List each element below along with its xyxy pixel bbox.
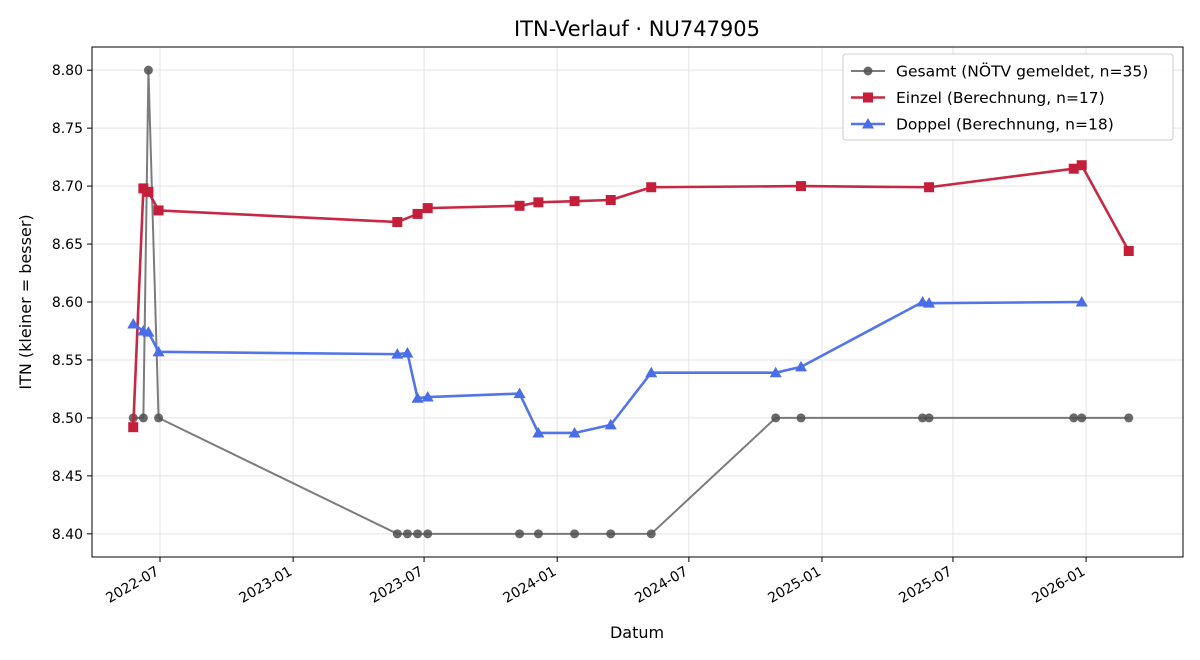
legend-marker — [863, 66, 873, 76]
data-point — [645, 366, 658, 378]
data-point — [568, 426, 581, 438]
data-point — [771, 413, 781, 423]
data-point — [138, 183, 149, 194]
data-point — [392, 217, 403, 228]
data-point — [533, 197, 544, 208]
y-axis-label: ITN (kleiner = besser) — [16, 214, 35, 389]
y-tick-label: 8.60 — [52, 295, 83, 311]
data-point — [423, 529, 433, 539]
data-point — [412, 208, 423, 219]
data-point — [1124, 413, 1134, 423]
data-point — [392, 529, 402, 539]
series-line — [131, 163, 1130, 428]
x-tick-label: 2022-07 — [103, 564, 162, 607]
data-point — [143, 186, 154, 197]
data-point — [796, 413, 806, 423]
legend-item: Doppel (Berechnung, n=18) — [851, 116, 1114, 134]
data-point — [138, 413, 148, 423]
data-point — [918, 413, 928, 423]
data-point — [1075, 296, 1088, 307]
data-point — [1077, 413, 1087, 423]
series-1 — [128, 160, 1134, 433]
data-point — [606, 529, 616, 539]
data-point — [924, 413, 934, 423]
data-point — [924, 182, 935, 193]
data-point — [142, 326, 155, 337]
series-2 — [127, 296, 1088, 438]
x-tick-label: 2025-01 — [765, 564, 824, 607]
legend: Gesamt (NÖTV gemeldet, n=35) Einzel (Bere… — [842, 53, 1174, 141]
data-point — [604, 418, 617, 430]
data-point — [421, 391, 434, 402]
legend-item: Gesamt (NÖTV gemeldet, n=35) — [851, 62, 1148, 81]
data-point — [143, 65, 153, 75]
data-point — [154, 413, 164, 423]
data-point — [1068, 163, 1079, 174]
legend-label: Gesamt (NÖTV gemeldet, n=35) — [896, 62, 1148, 81]
chart-title: ITN-Verlauf · NU747905 — [514, 17, 760, 41]
data-point — [646, 529, 656, 539]
data-point — [401, 347, 414, 358]
y-tick-label: 8.50 — [52, 411, 83, 427]
x-tick-label: 2024-07 — [632, 564, 691, 607]
data-point — [422, 203, 433, 214]
legend-box — [842, 53, 1174, 141]
data-point — [646, 182, 657, 193]
data-point — [796, 181, 807, 192]
data-point — [605, 195, 616, 205]
data-point — [923, 297, 936, 308]
data-point — [795, 360, 808, 372]
ticks-layer: 8.40 8.45 8.50 8.55 8.60 8.65 8.70 8.75 8.80 2022… — [52, 63, 1088, 607]
data-point — [152, 345, 165, 357]
series-line — [132, 300, 1082, 435]
x-tick-label: 2026-01 — [1029, 564, 1088, 607]
legend-label: Einzel (Berechnung, n=17) — [896, 89, 1105, 107]
data-point — [153, 205, 164, 216]
legend-marker — [863, 92, 873, 103]
data-point — [515, 529, 525, 539]
y-tick-label: 8.45 — [52, 469, 83, 485]
legend-marker — [862, 118, 874, 129]
legend-label: Doppel (Berechnung, n=18) — [896, 116, 1114, 134]
y-tick-label: 8.75 — [52, 121, 83, 137]
data-point — [128, 422, 139, 433]
y-tick-label: 8.40 — [52, 527, 83, 543]
y-tick-label: 8.80 — [52, 63, 83, 79]
data-point — [411, 392, 424, 403]
grid-layer — [92, 47, 1183, 557]
x-tick-label: 2024-01 — [501, 564, 560, 607]
y-tick-label: 8.65 — [52, 237, 83, 253]
data-point — [532, 426, 545, 438]
data-point — [1123, 246, 1134, 256]
x-tick-label: 2023-07 — [367, 564, 426, 607]
data-point — [569, 196, 580, 207]
data-point — [769, 366, 782, 378]
x-tick-label: 2023-01 — [236, 564, 295, 607]
data-point — [514, 200, 525, 211]
y-tick-label: 8.70 — [52, 179, 83, 195]
series-0 — [128, 65, 1134, 539]
data-point — [413, 529, 423, 539]
data-point — [402, 529, 412, 539]
x-tick-label: 2025-07 — [896, 564, 955, 607]
data-point — [127, 318, 140, 329]
data-point — [570, 529, 580, 539]
data-point — [391, 348, 404, 359]
y-tick-label: 8.55 — [52, 353, 83, 369]
data-point — [533, 529, 543, 539]
x-axis-label: Datum — [610, 623, 664, 642]
data-point — [513, 387, 526, 399]
data-point — [1069, 413, 1079, 423]
legend-item: Einzel (Berechnung, n=17) — [851, 89, 1105, 107]
data-point — [1076, 160, 1087, 171]
series-layer — [127, 65, 1134, 539]
